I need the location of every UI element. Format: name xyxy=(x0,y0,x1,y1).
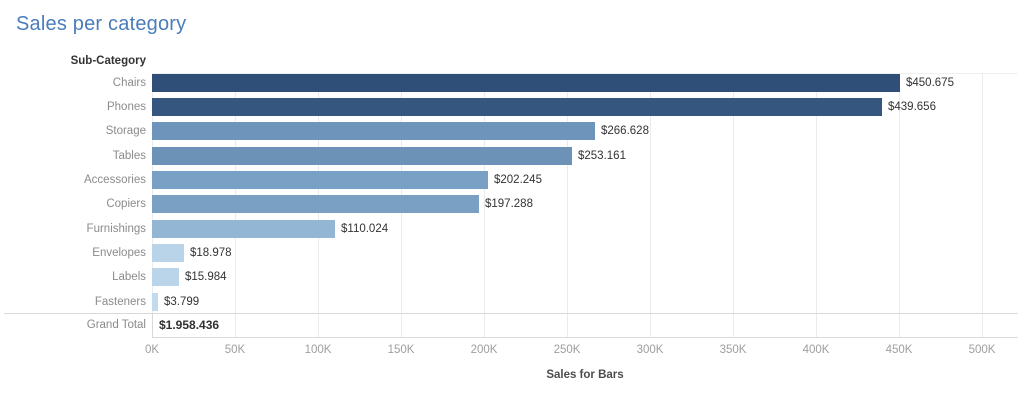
x-tick-label: 50K xyxy=(224,344,246,356)
bar[interactable] xyxy=(152,268,179,287)
bar-value-label: $439.656 xyxy=(888,100,936,113)
x-tick-label: 400K xyxy=(802,344,830,356)
bar[interactable] xyxy=(152,97,882,116)
bar-value-label: $18.978 xyxy=(190,246,232,259)
bar[interactable] xyxy=(152,219,335,238)
category-label[interactable]: Accessories xyxy=(84,173,146,186)
category-label[interactable]: Storage xyxy=(105,125,146,138)
bar[interactable] xyxy=(152,195,479,214)
grand-total-divider xyxy=(152,313,153,337)
grand-total-value: $1.958.436 xyxy=(159,318,220,332)
category-label[interactable]: Envelopes xyxy=(92,246,146,259)
category-label[interactable]: Chairs xyxy=(112,76,146,89)
gridline xyxy=(484,73,485,337)
x-tick-label: 100K xyxy=(304,344,332,356)
bar[interactable] xyxy=(152,146,572,165)
x-tick-label: 500K xyxy=(968,344,996,356)
bar-value-label: $110.024 xyxy=(341,222,389,235)
gridline xyxy=(733,73,734,337)
gridline xyxy=(650,73,651,337)
x-tick-label: 200K xyxy=(470,344,498,356)
x-tick-label: 0K xyxy=(144,344,160,356)
x-tick-label: 300K xyxy=(636,344,664,356)
bar[interactable] xyxy=(152,73,900,92)
category-label[interactable]: Tables xyxy=(112,149,146,162)
grand-total-top-border xyxy=(4,313,1018,314)
category-label[interactable]: Phones xyxy=(106,100,146,113)
column-header: Sub-Category xyxy=(70,55,146,67)
category-label[interactable]: Furnishings xyxy=(86,222,146,235)
bar-value-label: $450.675 xyxy=(906,76,954,89)
bar-value-label: $202.245 xyxy=(494,173,542,186)
x-tick-label: 250K xyxy=(553,344,581,356)
plot-bottom-border xyxy=(152,337,1018,338)
category-label[interactable]: Fasteners xyxy=(94,295,146,308)
grand-total-label: Grand Total xyxy=(86,319,146,331)
bar-value-label: $3.799 xyxy=(164,295,200,308)
gridline xyxy=(899,73,900,337)
x-axis-title: Sales for Bars xyxy=(546,369,624,381)
bar-value-label: $15.984 xyxy=(185,271,227,284)
category-label[interactable]: Copiers xyxy=(106,198,146,211)
chart-title: Sales per category xyxy=(16,13,187,35)
x-tick-label: 150K xyxy=(387,344,415,356)
bar-value-label: $266.628 xyxy=(601,125,649,138)
x-tick-label: 350K xyxy=(719,344,747,356)
bar[interactable] xyxy=(152,292,158,311)
gridline xyxy=(982,73,983,337)
bar[interactable] xyxy=(152,122,595,141)
gridline xyxy=(816,73,817,337)
bar[interactable] xyxy=(152,243,184,262)
category-label[interactable]: Labels xyxy=(112,271,146,284)
gridline xyxy=(567,73,568,337)
bar-value-label: $253.161 xyxy=(578,149,626,162)
x-tick-label: 450K xyxy=(885,344,913,356)
bar[interactable] xyxy=(152,170,488,189)
bar-value-label: $197.288 xyxy=(485,198,533,211)
